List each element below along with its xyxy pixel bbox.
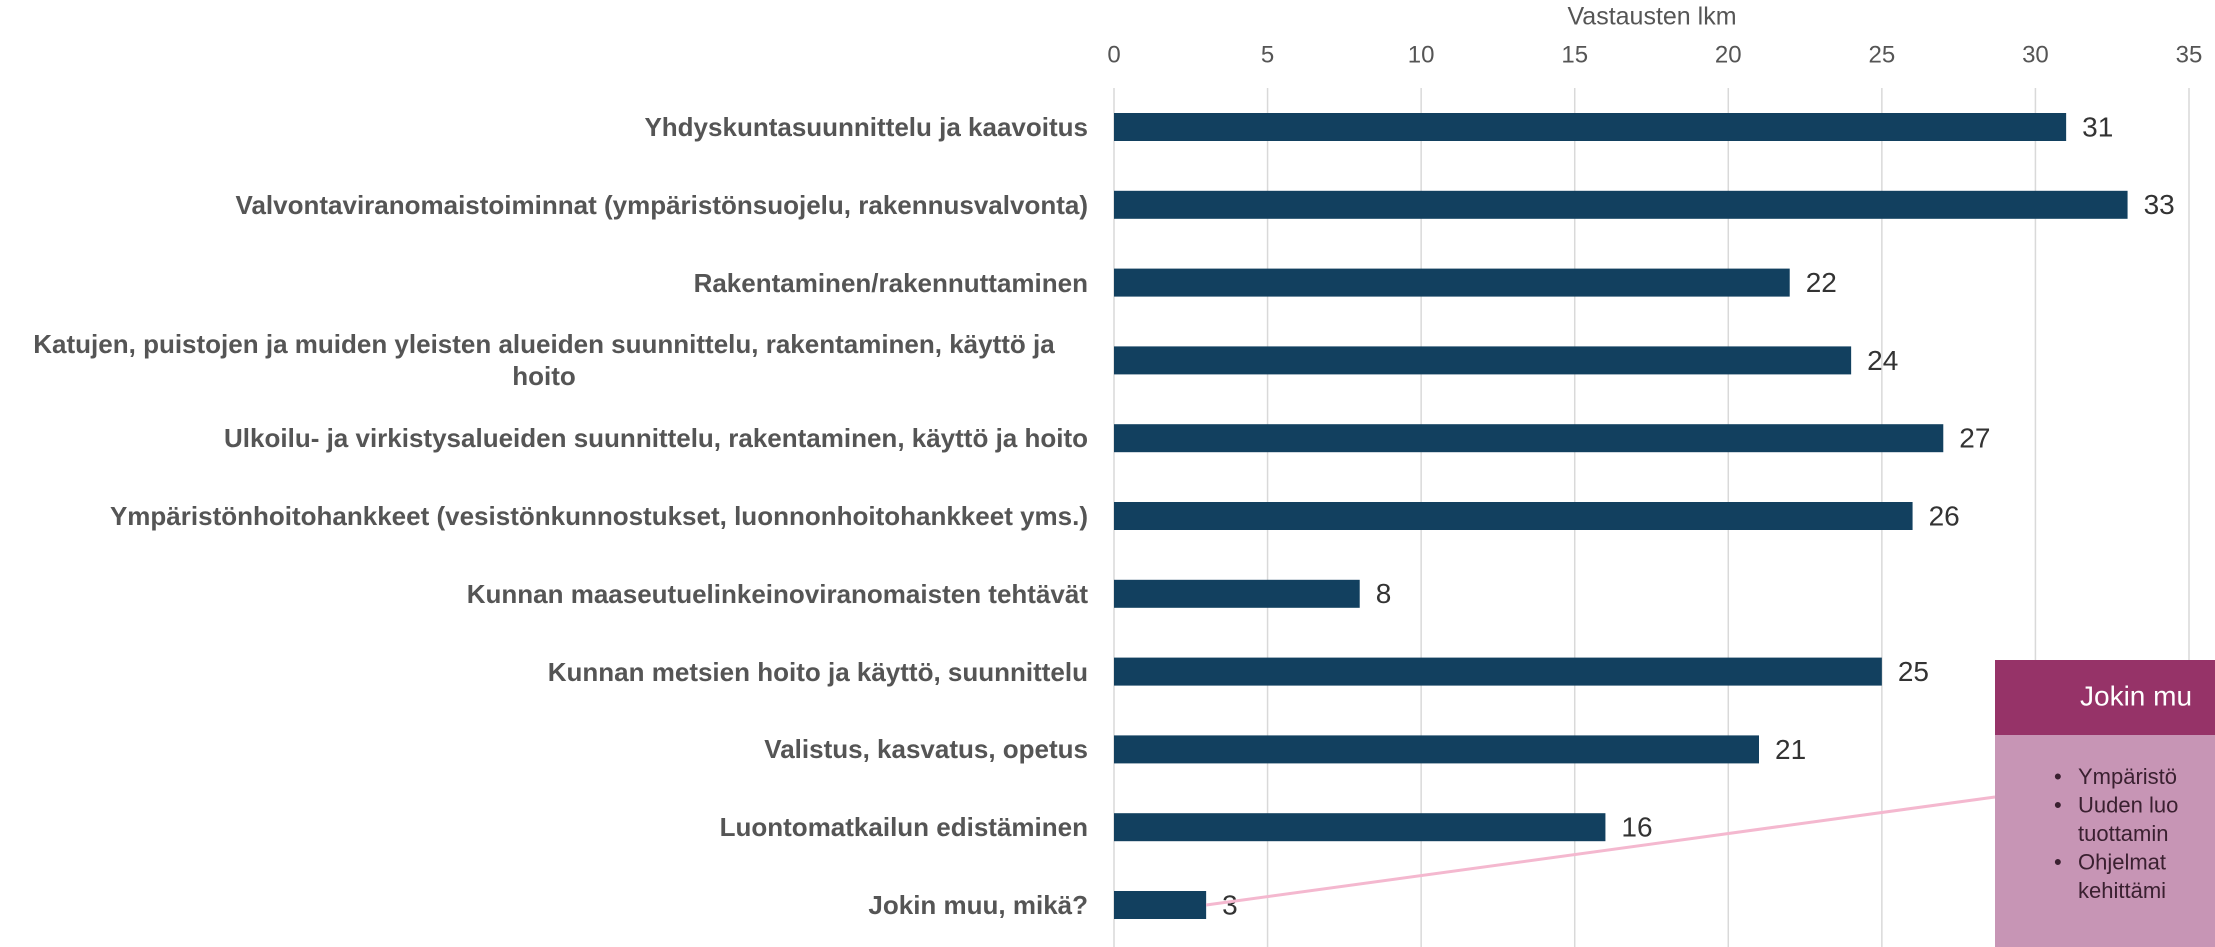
callout-item: kehittämi [2078,878,2166,903]
x-axis-label: Vastausten lkm [1567,3,1736,31]
data-label: 25 [1898,656,1929,687]
y-tick-label: Kunnan maaseutuelinkeinoviranomaisten te… [466,578,1088,609]
data-label: 26 [1929,500,1960,531]
x-tick-label: 20 [1715,41,1742,68]
data-label: 22 [1806,267,1837,298]
x-tick-label: 0 [1107,41,1120,68]
callout-item: Ympäristö [2078,764,2177,789]
data-label: 33 [2144,189,2175,220]
data-label: 24 [1867,345,1898,376]
y-tick-label: Ulkoilu- ja virkistysalueiden suunnittel… [224,423,1088,454]
x-tick-label: 35 [2176,41,2203,68]
bar [1114,268,1790,297]
y-tick-label: Valistus, kasvatus, opetus [764,734,1088,765]
callout-connector [1205,795,1996,907]
bar [1114,190,2128,219]
data-label: 21 [1775,734,1806,765]
x-tick-label: 5 [1261,41,1274,68]
bullet: • [2054,849,2062,874]
callout-item: Ohjelmat [2078,849,2166,874]
bar [1114,813,1606,842]
data-label: 31 [2082,111,2113,142]
y-tick-label: Ympäristönhoitohankkeet (vesistönkunnost… [109,501,1088,531]
bullet: • [2054,792,2062,817]
bar [1114,113,2067,141]
bar [1114,346,1852,375]
data-label: 3 [1222,889,1238,920]
data-label: 8 [1376,578,1392,609]
bar [1114,657,1882,686]
callout-item: Uuden luo [2078,792,2178,817]
data-label: 16 [1621,812,1652,843]
callout-item: tuottamin [2078,821,2169,846]
y-tick-label: Luontomatkailun edistäminen [719,812,1088,843]
bullet: • [2054,764,2062,789]
bar [1114,502,1913,530]
y-tick-label: Yhdyskuntasuunnittelu ja kaavoitus [644,112,1088,142]
y-tick-label: Jokin muu, mikä? [868,890,1088,920]
x-tick-label: 10 [1408,41,1435,68]
x-tick-label: 15 [1561,41,1588,68]
bar [1114,891,1207,919]
callout-body [1995,735,2215,947]
bar [1114,424,1944,453]
data-label: 27 [1959,423,1990,454]
y-tick-label: Valvontaviranomaistoiminnat (ympäristöns… [235,189,1088,220]
callout-title: Jokin mu [2080,680,2192,711]
y-tick-label: Kunnan metsien hoito ja käyttö, suunnitt… [547,656,1088,687]
bar [1114,735,1759,764]
x-tick-label: 30 [2022,41,2049,68]
bar [1114,579,1360,608]
callout-header [1995,660,2215,735]
x-tick-label: 25 [1869,41,1896,68]
y-tick-label: Katujen, puistojen ja muiden yleisten al… [33,329,1055,392]
y-tick-label: Rakentaminen/rakennuttaminen [693,267,1088,298]
